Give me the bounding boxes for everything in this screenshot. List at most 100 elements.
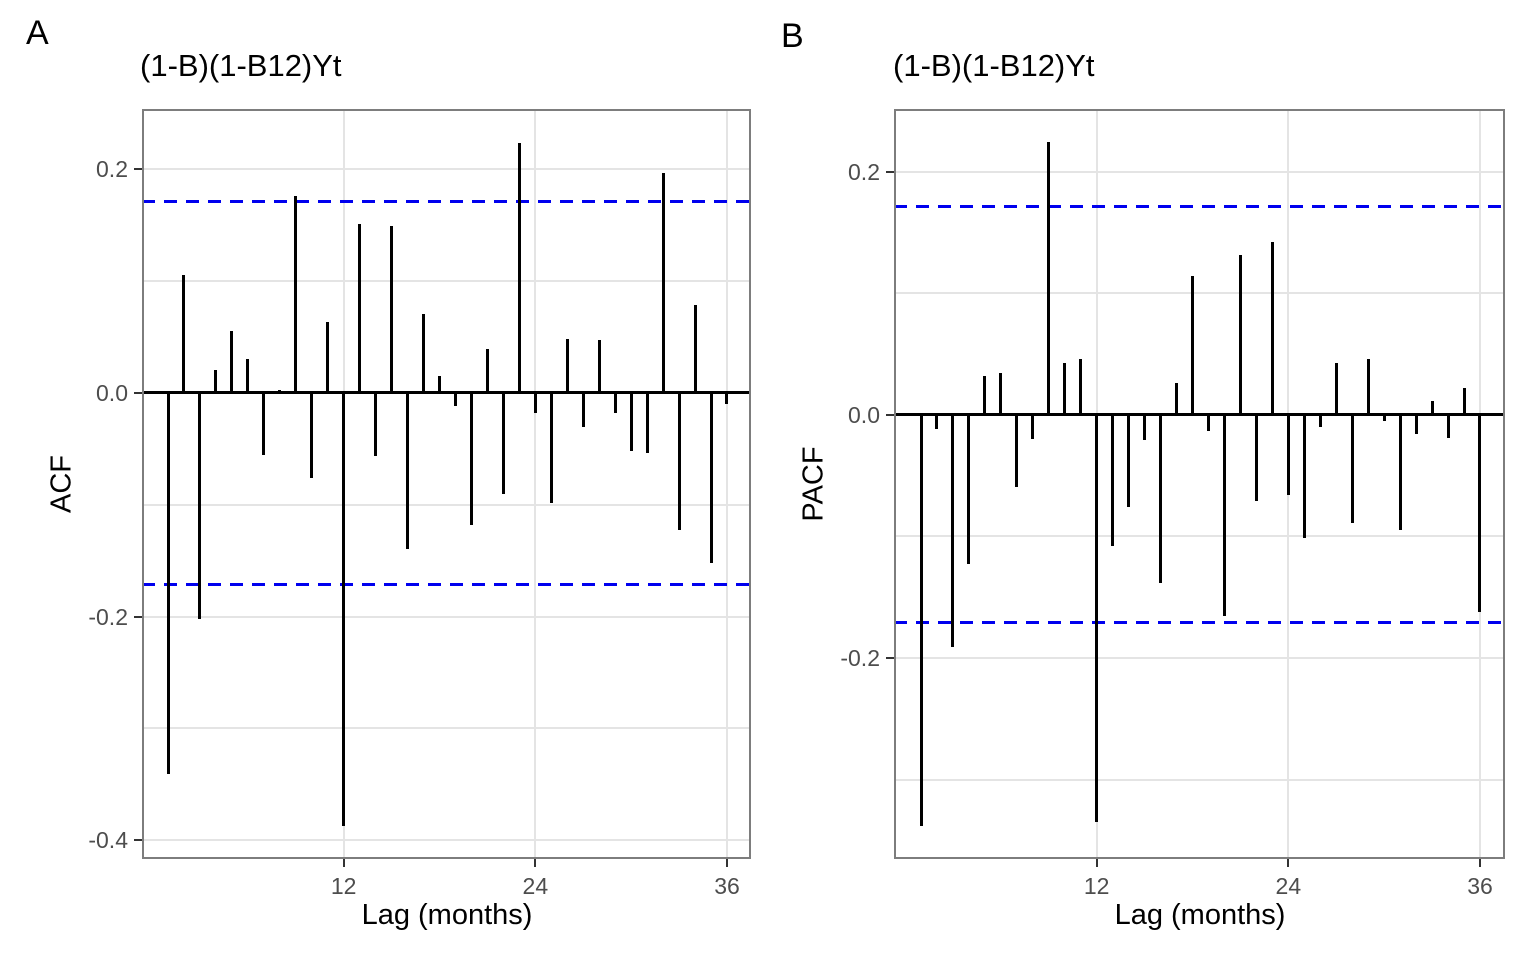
acf-bar-lag-28 (597, 339, 601, 393)
acf-bar-lag-14 (374, 392, 378, 457)
pacf-bar-lag-25 (1302, 414, 1306, 538)
y-axis-tick (886, 657, 894, 660)
acf-bar-lag-35 (709, 392, 713, 563)
acf-bar-lag-25 (549, 392, 553, 504)
y-gridline (894, 292, 1505, 295)
pacf-bar-lag-14 (1127, 414, 1131, 508)
pacf-bar-lag-32 (1414, 414, 1418, 435)
pacf-bar-lag-15 (1143, 414, 1147, 441)
acf-bar-lag-19 (453, 392, 457, 406)
pacf-bar-lag-1 (919, 414, 923, 827)
x-axis-tick-label: 36 (1467, 873, 1493, 899)
y-gridline (142, 503, 751, 506)
y-gridline (142, 167, 751, 170)
y-axis-tick-label: 0.0 (96, 379, 128, 406)
y-axis-tick (134, 167, 142, 170)
pacf-bar-lag-5 (983, 375, 987, 415)
confidence-band-line (894, 205, 1505, 209)
pacf-bar-lag-8 (1031, 414, 1035, 440)
panel-b-letter: B (781, 17, 804, 55)
acf-bar-lag-1 (166, 392, 170, 775)
acf-bar-lag-30 (629, 392, 633, 451)
pacf-bar-lag-26 (1318, 414, 1322, 427)
acf-bar-lag-31 (645, 392, 649, 454)
x-axis-tick (725, 859, 728, 867)
pacf-bar-lag-13 (1111, 414, 1115, 547)
acf-bar-lag-32 (661, 173, 665, 393)
pacf-bar-lag-35 (1462, 388, 1466, 415)
confidence-band-line (894, 621, 1505, 625)
panel-a-x-axis-title: Lag (months) (361, 899, 533, 931)
acf-bar-lag-5 (230, 331, 234, 393)
confidence-band-line (142, 582, 751, 586)
y-gridline (142, 279, 751, 282)
pacf-bar-lag-27 (1334, 362, 1338, 415)
acf-bar-lag-26 (565, 338, 569, 393)
acf-bar-lag-17 (422, 314, 426, 393)
y-gridline (894, 535, 1505, 538)
confidence-band-line (142, 199, 751, 203)
acf-bar-lag-2 (182, 275, 186, 393)
panel-b-x-axis-title: Lag (months) (1114, 899, 1286, 931)
acf-bar-lag-23 (517, 142, 521, 393)
pacf-bar-lag-18 (1191, 276, 1194, 415)
x-axis-tick-label: 12 (1083, 873, 1110, 899)
acf-bar-lag-36 (725, 392, 729, 404)
y-gridline (142, 839, 751, 842)
acf-bar-lag-8 (278, 390, 282, 393)
panel-b-title: (1-B)(1-B12)Yt (893, 48, 1095, 83)
x-axis-tick-label: 24 (522, 873, 549, 899)
acf-bar-lag-12 (342, 392, 346, 826)
y-axis-tick (886, 170, 894, 173)
acf-bar-lag-11 (326, 322, 330, 393)
pacf-bar-lag-9 (1047, 142, 1051, 415)
pacf-bar-lag-19 (1206, 414, 1210, 431)
y-axis-tick-label: 0.0 (848, 401, 880, 428)
x-axis-tick (342, 859, 345, 867)
y-gridline (142, 727, 751, 730)
acf-bar-lag-16 (406, 392, 410, 550)
y-axis-tick (886, 413, 894, 416)
pacf-bar-lag-11 (1079, 358, 1083, 415)
pacf-bar-lag-20 (1222, 414, 1226, 616)
acf-bar-lag-7 (262, 392, 266, 456)
pacf-bar-lag-10 (1063, 362, 1067, 415)
acf-bar-lag-3 (198, 392, 202, 619)
y-axis-tick-label: -0.4 (88, 827, 128, 854)
pacf-bar-lag-36 (1478, 414, 1482, 612)
pacf-bar-lag-21 (1238, 255, 1242, 415)
x-axis-tick (534, 859, 537, 867)
x-axis-tick (1095, 859, 1098, 867)
acf-bar-lag-13 (358, 223, 362, 393)
pacf-bar-lag-17 (1175, 383, 1179, 415)
acf-bar-lag-6 (246, 359, 250, 393)
acf-bar-lag-33 (677, 392, 681, 531)
y-axis-tick (134, 839, 142, 842)
panel-a-title: (1-B)(1-B12)Yt (140, 48, 342, 83)
pacf-bar-lag-3 (951, 414, 955, 648)
x-gridline (534, 109, 537, 859)
y-gridline (894, 170, 1505, 173)
panel-border (142, 109, 751, 859)
acf-bar-lag-29 (613, 392, 617, 413)
acf-bar-lag-10 (310, 392, 314, 478)
acf-bar-lag-21 (485, 348, 489, 393)
panel-a-letter: A (26, 14, 49, 52)
pacf-bar-lag-28 (1350, 414, 1354, 524)
y-axis-tick-label: -0.2 (88, 603, 128, 630)
acf-bar-lag-34 (693, 305, 697, 393)
acf-bar-lag-27 (581, 392, 585, 428)
pacf-bar-lag-30 (1382, 414, 1386, 421)
pacf-bar-lag-33 (1430, 401, 1434, 415)
y-axis-tick-label: 0.2 (848, 158, 880, 185)
acf-bar-lag-24 (533, 392, 537, 413)
x-axis-tick (1287, 859, 1290, 867)
y-gridline (894, 657, 1505, 660)
pacf-bar-lag-12 (1095, 414, 1099, 823)
y-axis-tick-label: 0.2 (96, 155, 128, 182)
pacf-bar-lag-23 (1270, 242, 1274, 415)
x-axis-tick-label: 12 (330, 873, 357, 899)
acf-bar-lag-15 (390, 225, 394, 393)
